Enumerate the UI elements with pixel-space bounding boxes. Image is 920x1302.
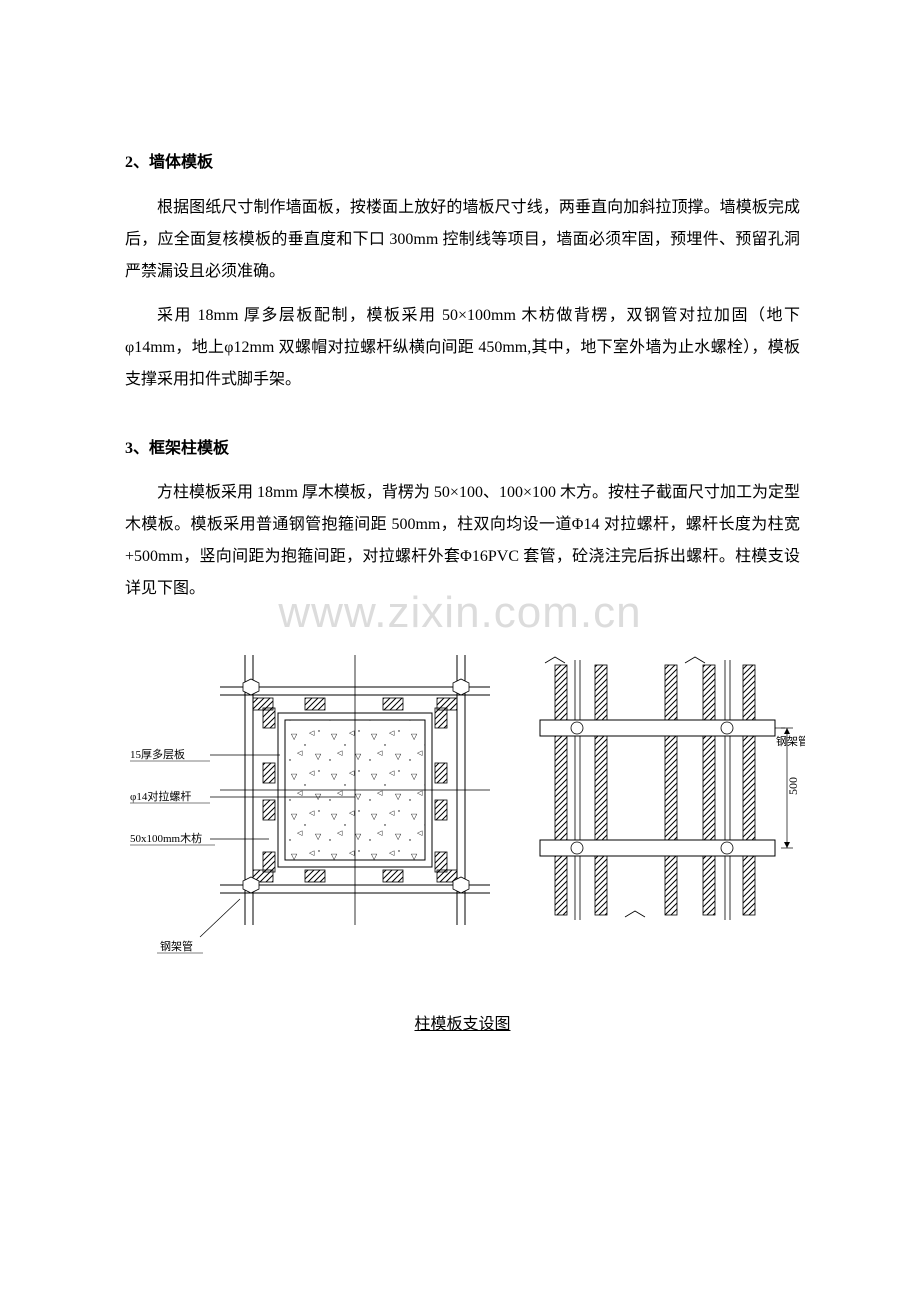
column-formwork-diagram: ▽ ◁ ◁ ▽: [125, 645, 800, 970]
section-2-heading: 2、墙体模板: [125, 150, 800, 176]
label-tie-rod: φ14对拉螺杆: [130, 789, 191, 803]
label-multilayer-board: 15厚多层板: [130, 747, 185, 761]
label-steel-pipe-right: 钢架管: [776, 734, 805, 748]
section-2-paragraph-2: 采用 18mm 厚多层板配制，模板采用 50×100mm 木枋做背楞，双钢管对拉…: [125, 300, 800, 396]
label-steel-pipe-left: 钢架管: [160, 939, 193, 953]
elevation-view: 钢架管 500: [540, 657, 805, 920]
section-3-heading: 3、框架柱模板: [125, 436, 800, 462]
label-wood-batten: 50x100mm木枋: [130, 831, 202, 845]
section-2-paragraph-1: 根据图纸尺寸制作墙面板，按楼面上放好的墙板尺寸线，两垂直向加斜拉顶撑。墙模板完成…: [125, 192, 800, 288]
plan-view: 15厚多层板 φ14对拉螺杆 50x100mm木枋 钢架管: [130, 655, 490, 953]
section-3-paragraph-1: 方柱模板采用 18mm 厚木模板，背楞为 50×100、100×100 木方。按…: [125, 477, 800, 605]
diagram-caption: 柱模板支设图: [125, 1010, 800, 1034]
dim-500: 500: [786, 777, 800, 795]
